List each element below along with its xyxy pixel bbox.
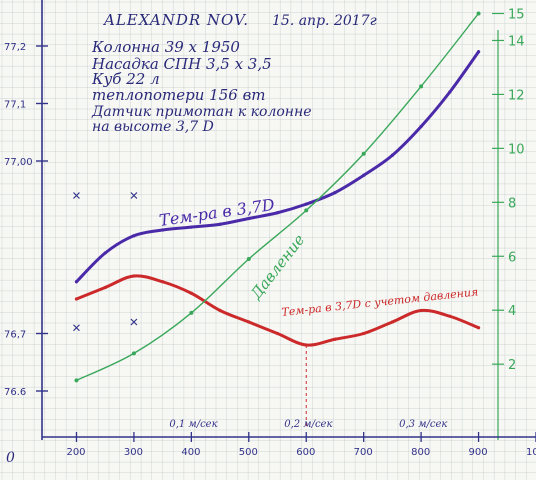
data-point-temp (476, 50, 481, 54)
data-point-pressure (189, 310, 194, 315)
x-tick-label: 200 (66, 447, 85, 458)
cross-marker (73, 324, 80, 332)
data-point-temp (189, 225, 193, 229)
data-point-temp (275, 211, 280, 215)
y-right-tick-label: 12 (508, 88, 525, 103)
data-point-temp (132, 234, 136, 238)
y-right-tick-label: 10 (508, 142, 525, 157)
data-point-temp_corrected (189, 291, 193, 295)
x-tick-label: 800 (411, 447, 430, 458)
data-point-temp_corrected (74, 297, 79, 301)
speed-annotation: 0,2 м/сек (284, 419, 332, 430)
y-right-tick-label: 6 (508, 250, 516, 265)
data-point-temp (362, 173, 366, 177)
note-line: Насадка СПН 3,5 х 3,5 (91, 55, 272, 73)
cross-marker (130, 192, 138, 199)
y-right-tick-label: 2 (508, 358, 516, 373)
data-point-temp (419, 124, 423, 129)
data-point-temp_corrected (476, 326, 481, 330)
series-label-pressure: Давление (246, 231, 308, 303)
x-tick-label: 300 (124, 447, 143, 458)
note-line: теплопотери 156 вт (92, 86, 266, 104)
data-point-temp_corrected (275, 331, 280, 336)
x-tick-label: 400 (181, 447, 200, 458)
note-line: Датчик примотан к колонне (91, 104, 312, 120)
data-point-pressure (419, 84, 424, 89)
origin-label: 0 (6, 450, 15, 466)
speed-annotation: 0,1 м/сек (169, 419, 217, 430)
y-left-tick-label: 76.6 (4, 387, 26, 398)
data-point-pressure (246, 256, 251, 261)
author-label: ALEXANDR NOV. (102, 11, 249, 29)
x-tick-label: 500 (239, 447, 258, 458)
note-line: Колонна 39 х 1950 (91, 38, 240, 56)
data-point-temp (304, 202, 308, 206)
y-right-tick-label: 14 (508, 34, 525, 49)
x-tick-label: 700 (354, 447, 373, 458)
data-point-pressure (74, 378, 79, 383)
y-left-tick-label: 77,00 (4, 157, 33, 168)
y-right-tick-label: 8 (508, 196, 516, 211)
y-left-tick-label: 77,1 (4, 100, 26, 111)
data-point-temp (103, 251, 107, 255)
data-point-pressure (304, 208, 309, 213)
note-line: на высоте 3,7 D (92, 119, 214, 135)
data-point-pressure (131, 351, 136, 356)
cross-marker (130, 318, 138, 326)
data-point-temp_corrected (419, 308, 423, 313)
date-label: 15. апр. 2017г (272, 13, 377, 29)
cross-marker (73, 192, 80, 199)
y-left-tick-label: 77,2 (4, 42, 26, 53)
series-layer (73, 11, 481, 426)
data-point-temp_corrected (103, 285, 107, 290)
annotations: 0,1 м/сек 0,2 м/сек 0,3 м/сек (169, 419, 447, 430)
data-point-temp (390, 153, 394, 157)
data-point-temp (74, 280, 79, 284)
y-right-tick-label: 15 (508, 7, 525, 22)
x-tick-label: 600 (296, 447, 315, 458)
data-point-temp (161, 228, 165, 232)
data-point-temp_corrected (247, 320, 251, 324)
x-tick-label: 1000 (526, 447, 536, 458)
note-line: Куб 22 л (91, 70, 160, 88)
y-left-tick-label: 76,7 (4, 330, 26, 341)
data-point-temp_corrected (218, 308, 222, 313)
data-point-temp (218, 222, 222, 226)
data-point-temp_corrected (304, 343, 308, 347)
data-point-temp_corrected (333, 337, 337, 341)
data-point-temp_corrected (132, 274, 136, 278)
data-point-temp_corrected (362, 331, 366, 336)
tick-labels: 77,2 77,1 77,00 76,7 76.6 2 4 6 8 10 12 14 15 200 300 4… (4, 7, 536, 458)
data-point-temp_corrected (161, 280, 165, 284)
data-point-temp (333, 191, 337, 195)
data-point-pressure (361, 151, 366, 156)
x-tick-label: 900 (469, 447, 488, 458)
speed-annotation: 0,3 м/сек (399, 419, 447, 430)
data-point-temp_corrected (390, 320, 394, 324)
data-point-temp (448, 90, 452, 94)
series-label-temp-corrected: Тем-ра в 3,7D с учетом давления (281, 285, 479, 319)
y-right-tick-label: 4 (508, 304, 516, 319)
header-notes: ALEXANDR NOV. 15. апр. 2017г Колонна 39 … (91, 11, 377, 135)
data-point-temp_corrected (448, 314, 452, 318)
data-point-pressure (476, 11, 481, 16)
data-point-temp (247, 216, 251, 221)
